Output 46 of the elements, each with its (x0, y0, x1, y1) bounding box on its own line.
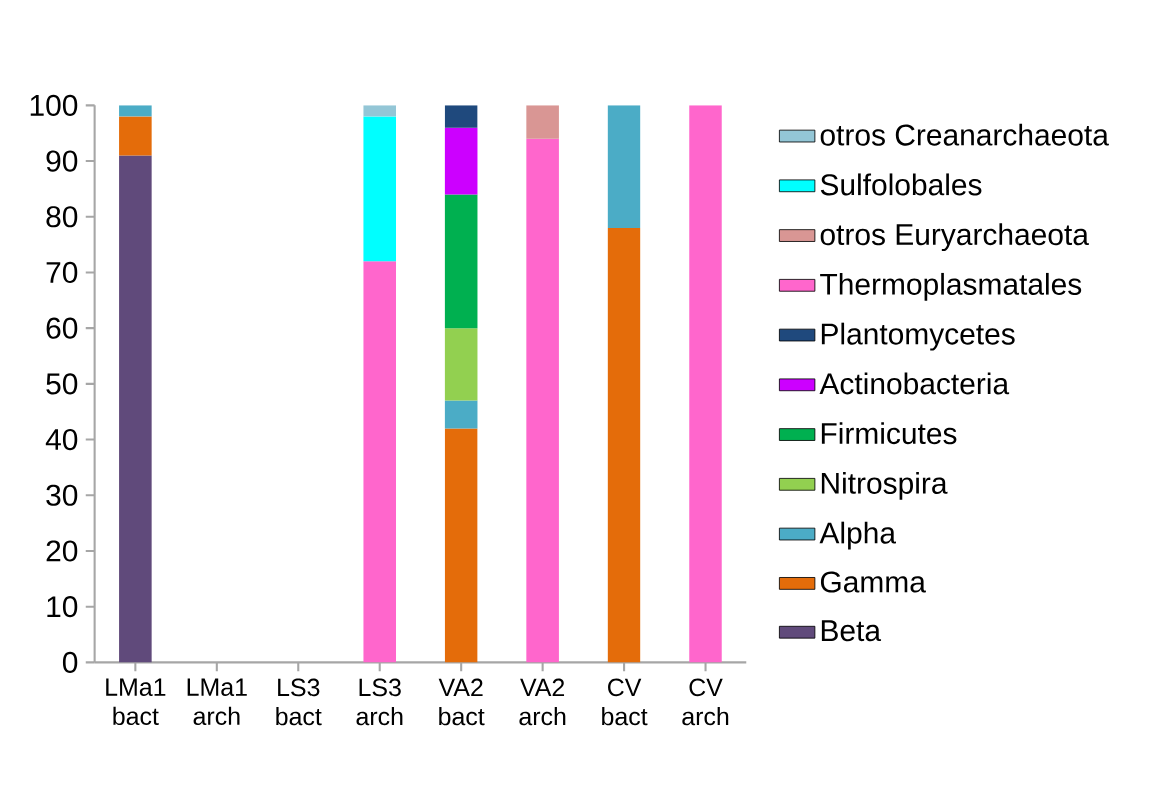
y-tick-label: 50 (46, 373, 78, 395)
y-tick-label: 90 (46, 150, 78, 172)
y-tick-label: 60 (46, 317, 78, 339)
legend-label: otros Creanarchaeota (820, 123, 1109, 146)
y-tick-label: 40 (45, 428, 78, 451)
legend-label: Firmicutes (821, 422, 957, 444)
x-tick-label: VA2 arch (519, 678, 566, 726)
bar (444, 400, 478, 429)
bar (119, 116, 152, 156)
x-tick-label: LS3 bact (276, 678, 322, 726)
legend-label: Alpha (819, 521, 897, 550)
bar (607, 105, 641, 228)
bar (119, 105, 152, 117)
y-tick-label: 30 (46, 484, 78, 506)
legend-label: Plantomycetes (821, 322, 1015, 351)
y-tick-label: 0 (62, 651, 78, 673)
legend-label: Sulfolobales (820, 173, 982, 196)
legend-label: Nitrospira (821, 471, 948, 500)
bar (607, 227, 641, 663)
bar (689, 105, 722, 663)
bar (119, 155, 152, 663)
bar (526, 105, 559, 139)
bar (444, 328, 478, 401)
bar (363, 261, 397, 663)
bar (444, 194, 478, 329)
x-tick-label: LMa1 arch (187, 678, 247, 725)
legend-label: Gamma (820, 571, 926, 593)
legend-label: Actinobacteria (819, 372, 1010, 395)
x-tick-label: LS3 arch (356, 678, 403, 726)
bar (444, 428, 478, 663)
legend-label: Beta (821, 620, 882, 642)
legend-label: otros Euryarchaeota (820, 223, 1089, 251)
y-tick-label: 80 (46, 206, 78, 228)
bar (363, 116, 397, 262)
x-tick-label: CV bact (602, 678, 648, 726)
bar (444, 127, 478, 195)
bar (444, 105, 478, 128)
x-tick-label: LMa1 bact (106, 678, 166, 725)
legend-label: Thermoplasmatales (820, 272, 1082, 301)
y-tick-label: 20 (46, 540, 78, 562)
y-tick-label: 10 (47, 595, 78, 618)
x-tick-label: CV arch (682, 678, 729, 726)
y-tick-label: 100 (30, 94, 78, 116)
bar (526, 138, 559, 663)
y-tick-label: 70 (46, 261, 78, 283)
x-tick-label: VA2 bact (438, 678, 485, 726)
